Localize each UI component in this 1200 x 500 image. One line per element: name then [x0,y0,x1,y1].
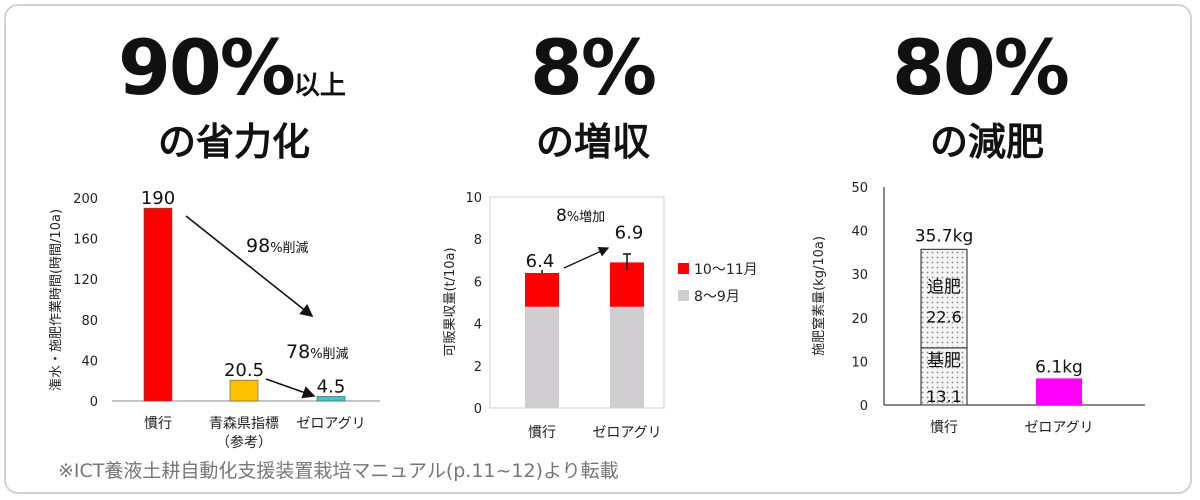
chart1-value-label-0: 190 [141,188,175,209]
chart2-total-1: 6.9 [615,222,644,243]
headline2-subtitle: の増収 [536,120,651,164]
chart3-stack-value-0: 13.1 [926,387,962,406]
chart1-value-label-1: 20.5 [224,360,264,381]
headline1-percent: 90% [118,23,296,112]
chart1-bars [143,207,346,402]
headline1-value: 90%以上 [118,28,346,126]
chart1-annotation-1-main: 98 [246,235,270,257]
chart2-bar-0-series-1 [525,272,559,307]
chart2-annotation-unit: %増加 [567,210,605,225]
chart1-ytick-0: 0 [90,395,98,410]
chart2-ytick-5: 10 [465,191,482,206]
chart1-category-labels: 慣行 青森県指標（参考） ゼロアグリ [144,415,366,451]
chart1-ytick-5: 200 [73,192,98,207]
chart2-total-labels: 6.4 6.9 [526,222,644,272]
chart1-ytick-3: 120 [73,273,98,288]
chart1-bar-1 [229,379,259,402]
chart2-category-1: ゼロアグリ [592,425,661,441]
chart3-ytick-3: 30 [851,268,868,283]
chart1-annotation-1: 98%削減 [246,235,309,257]
chart1-annotation-2-unit: %削減 [310,346,348,362]
chart3-ytick-1: 10 [851,355,868,370]
chart2-bar-0-series-0 [525,306,559,408]
chart2-legend-swatch-1 [678,263,689,274]
chart1-arrow-1 [185,215,314,317]
chart3-bar-zeroagri [1036,378,1082,405]
chart2-category-labels: 慣行 ゼロアグリ [528,424,662,441]
chart3-ytick-5: 50 [851,181,868,196]
source-footnote: ※ICT養液土耕自動化支援装置栽培マニュアル(p.11~12)より転載 [58,460,619,482]
chart3-ytick-2: 20 [851,312,868,327]
chart3-stack-value-1: 22.6 [926,308,962,327]
chart2-ytick-3: 6 [474,275,482,290]
chart1-category-1: 青森県指標（参考） [209,416,279,451]
chart3-total-0: 35.7kg [915,226,974,246]
chart3-stack-name-0: 基肥 [927,351,961,371]
chart2-ytick-1: 2 [474,360,482,375]
chart3-ylabel: 施肥窒素量(kg/10a) [811,236,827,356]
chart1-ytick-1: 40 [81,354,98,369]
chart2-bar-1-series-0 [610,306,644,408]
chart2-legend-label-1: 10～11月 [694,262,758,278]
chart3-category-1: ゼロアグリ [1024,420,1093,436]
chart1-arrow-2 [265,378,316,399]
chart1-annotation-2: 78%削減 [286,341,349,363]
chart1-ytick-4: 160 [73,233,98,248]
chart1-value-labels: 190 20.5 4.5 [141,188,346,397]
chart1-category-0: 慣行 [144,415,172,432]
chart2-ytick-2: 4 [474,318,482,333]
chart3-labels: 基肥 13.1 追肥 22.6 35.7kg 6.1kg [915,226,1083,406]
headline3-subtitle: の減肥 [930,120,1045,164]
chart1-bar-0 [143,207,173,402]
chart1-yaxis-ticks: 0 40 80 120 160 200 [73,192,98,410]
chart2-plot-border [489,196,665,409]
chart1-annotation-2-main: 78 [286,341,310,363]
headline1-subtitle: の省力化 [158,120,311,164]
chart1-labor-time: 潅水・施肥作業時間(時間/10a) 0 40 80 120 160 200 190 20.5… [48,188,380,451]
chart2-arrow [563,247,610,269]
headline3-value: 80% [892,23,1070,112]
headline1-suffix: 以上 [293,71,346,101]
chart3-bars [920,248,1082,406]
chart2-legend-swatch-0 [678,290,689,301]
chart3-ytick-4: 40 [851,225,868,240]
chart3-category-labels: 慣行 ゼロアグリ [930,419,1094,436]
chart3-stack-1 [920,248,968,349]
chart2-annotation-main: 8 [556,206,567,226]
headline2-value: 8% [530,23,657,112]
chart2-category-0: 慣行 [528,424,556,441]
chart3-ytick-0: 0 [860,399,868,414]
chart1-ylabel: 潅水・施肥作業時間(時間/10a) [48,209,64,391]
chart1-bar-2 [316,396,346,402]
chart2-ylabel: 可販果収量(t/10a) [443,247,458,356]
chart1-annotation-1-unit: %削減 [270,240,308,256]
chart2-ytick-4: 8 [474,233,482,248]
chart3-nitrogen: 施肥窒素量(kg/10a) 0 10 20 30 40 50 基肥 13.1 追肥 22.6 35… [811,181,1145,436]
chart2-total-0: 6.4 [526,251,555,272]
chart2-yaxis-ticks: 0 2 4 6 8 10 [465,191,482,417]
chart2-ytick-0: 0 [474,402,482,417]
chart1-ytick-2: 80 [81,314,98,329]
chart3-stack-0 [920,347,968,406]
chart1-value-label-2: 4.5 [317,376,346,397]
chart2-bars [525,262,644,408]
chart2-legend-label-0: 8～9月 [694,289,740,305]
chart3-category-0: 慣行 [930,419,958,436]
chart1-category-2: ゼロアグリ [296,416,365,432]
chart3-yaxis-ticks: 0 10 20 30 40 50 [851,181,868,414]
chart2-annotation: 8%増加 [556,206,605,226]
chart3-total-1: 6.1kg [1035,357,1083,377]
chart2-legend: 10～11月 8～9月 [678,262,758,305]
chart3-stack-name-1: 追肥 [927,278,961,298]
